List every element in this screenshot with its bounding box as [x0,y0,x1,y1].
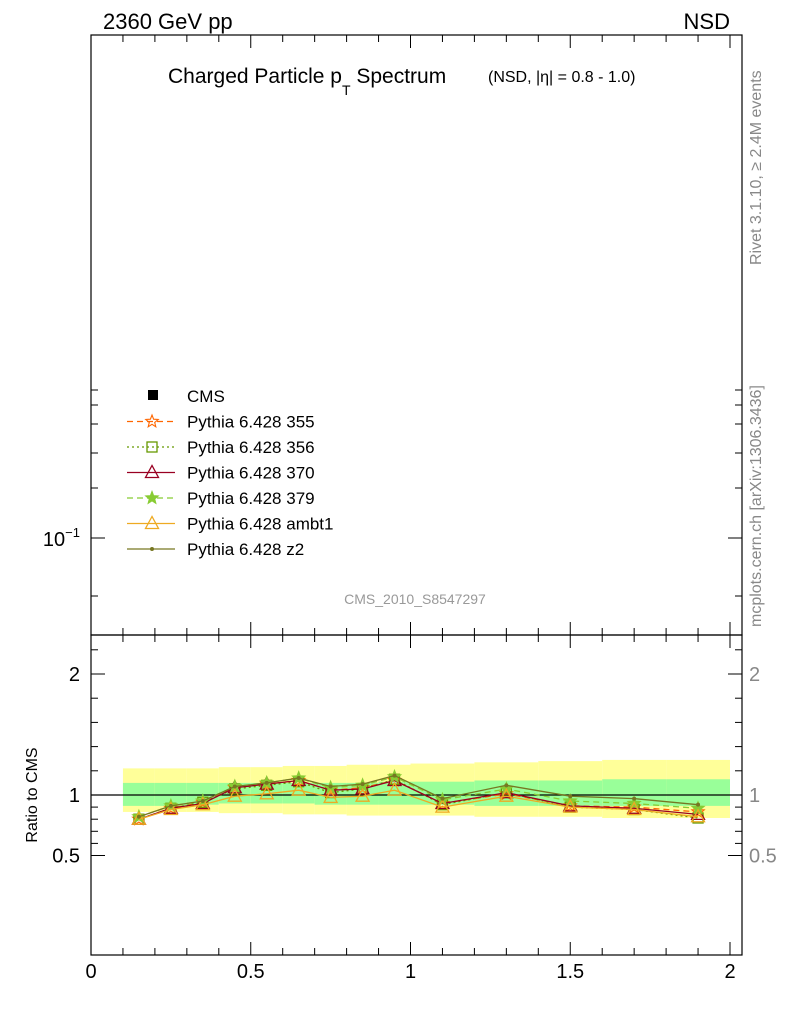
data-point-dot [440,796,445,801]
data-point-star [144,413,160,429]
data-point-dot [360,782,365,787]
legend-label: Pythia 6.428 370 [187,464,315,483]
watermark: CMS_2010_S8547297 [344,591,486,607]
legend-item: Pythia 6.428 370 [127,464,315,483]
data-point-triangle [690,808,706,823]
band-inner-bin [378,781,411,805]
main-ytick-exponent: −1 [65,525,80,540]
data-point-triangle [195,796,211,811]
series-z2 [136,773,701,819]
y-tick-label: 0.5 [52,846,80,868]
data-point-dot [200,799,205,804]
data-point-star [690,803,706,819]
data-point-triangle [291,781,307,796]
legend-label: Pythia 6.428 z2 [187,540,304,559]
data-point-dot [504,783,509,788]
main-panel-ticks [90,35,742,635]
data-point-triangle [323,789,339,804]
title-main: Charged Particle p [168,65,342,88]
svg-text:Charged Particle pT Spectrum: Charged Particle pT Spectrum [168,65,446,98]
data-point-dot [568,794,573,799]
data-point-triangle [354,787,371,802]
y-tick-label-right: 0.5 [749,846,777,868]
data-point-triangle [434,798,451,813]
ratio-panel-ticks: 0 0.5 1 1.5 2 0.5 0.5 1 1 2 2 [52,635,777,983]
data-point-triangle [144,464,160,479]
chart-title: Charged Particle pT Spectrum (NSD, |η| =… [168,65,635,98]
series-line [138,774,699,818]
band-inner-bin [154,782,187,806]
title-tail: Spectrum [351,65,447,88]
legend-item: Pythia 6.428 z2 [127,540,304,559]
data-point-dot [232,784,237,789]
x-tick-label: 2 [724,961,735,983]
side-label-mcplots: mcplots.cern.ch [arXiv:1306.3436] [748,385,765,627]
data-point-dot [328,784,333,789]
main-panel: 10−1 CMS_2010_S8547297 CMS Pythia 6.428 3… [43,34,743,636]
legend-marker-square [148,390,158,400]
header-right: NSD [684,9,730,34]
data-point-triangle [131,810,147,825]
data-point-dot [296,776,301,781]
data-point-dot [136,814,141,819]
ratio-ylabel: Ratio to CMS [24,747,41,842]
data-point-triangle [163,801,179,816]
legend-label: Pythia 6.428 355 [187,413,315,432]
legend-item: Pythia 6.428 379 [127,489,315,508]
legend-label: CMS [187,387,225,406]
x-tick-label: 1 [405,961,416,983]
x-tick-label: 1.5 [556,961,584,983]
series-line [138,778,699,820]
band-inner-bin [122,782,155,806]
main-ytick-label: 10−1 [43,525,80,551]
data-point-triangle [227,787,243,802]
x-tick-label: 0.5 [237,961,265,983]
data-point-triangle [259,785,275,800]
series-line [138,779,699,820]
data-point-dot [696,802,701,807]
x-tick-label: 0 [85,961,96,983]
data-point-triangle [144,515,160,530]
title-extra: (NSD, |η| = 0.8 - 1.0) [488,69,635,86]
legend-item: Pythia 6.428 ambt1 [127,515,333,534]
data-point-star [144,489,160,505]
band-inner-bin [282,782,315,804]
ratio-panel: 0 0.5 1 1.5 2 0.5 0.5 1 1 2 2 Ratio to CMS [24,634,777,983]
data-point-dot [632,796,637,801]
data-point-triangle [562,798,578,813]
legend-label: Pythia 6.428 379 [187,489,315,508]
legend-item: CMS [148,387,225,406]
data-point-dot [168,803,173,808]
legend-item: Pythia 6.428 355 [127,413,315,432]
data-point-dot [264,780,269,785]
legend: CMS Pythia 6.428 355 Pythia 6.428 356 Pythi… [127,387,333,559]
y-tick-label-right: 2 [749,664,760,686]
title-subscript: T [342,82,351,98]
data-point-triangle [626,801,642,816]
legend-label: Pythia 6.428 ambt1 [187,515,333,534]
y-tick-label-right: 1 [749,785,760,807]
data-point-triangle [498,787,514,802]
header-left: 2360 GeV pp [103,9,233,34]
y-tick-label: 2 [69,664,80,686]
side-label-rivet: Rivet 3.1.10, ≥ 2.4M events [748,70,765,265]
y-tick-label: 1 [69,785,80,807]
legend-label: Pythia 6.428 356 [187,438,315,457]
legend-item: Pythia 6.428 356 [127,438,315,457]
data-point-dot [392,773,397,778]
data-point-triangle [386,781,403,796]
main-ytick-base: 10 [43,529,65,551]
series-line [138,789,699,820]
series-ambt1 [131,781,706,825]
ratio-series [131,768,706,826]
data-point-dot [150,547,154,551]
data-point-square [146,441,158,453]
